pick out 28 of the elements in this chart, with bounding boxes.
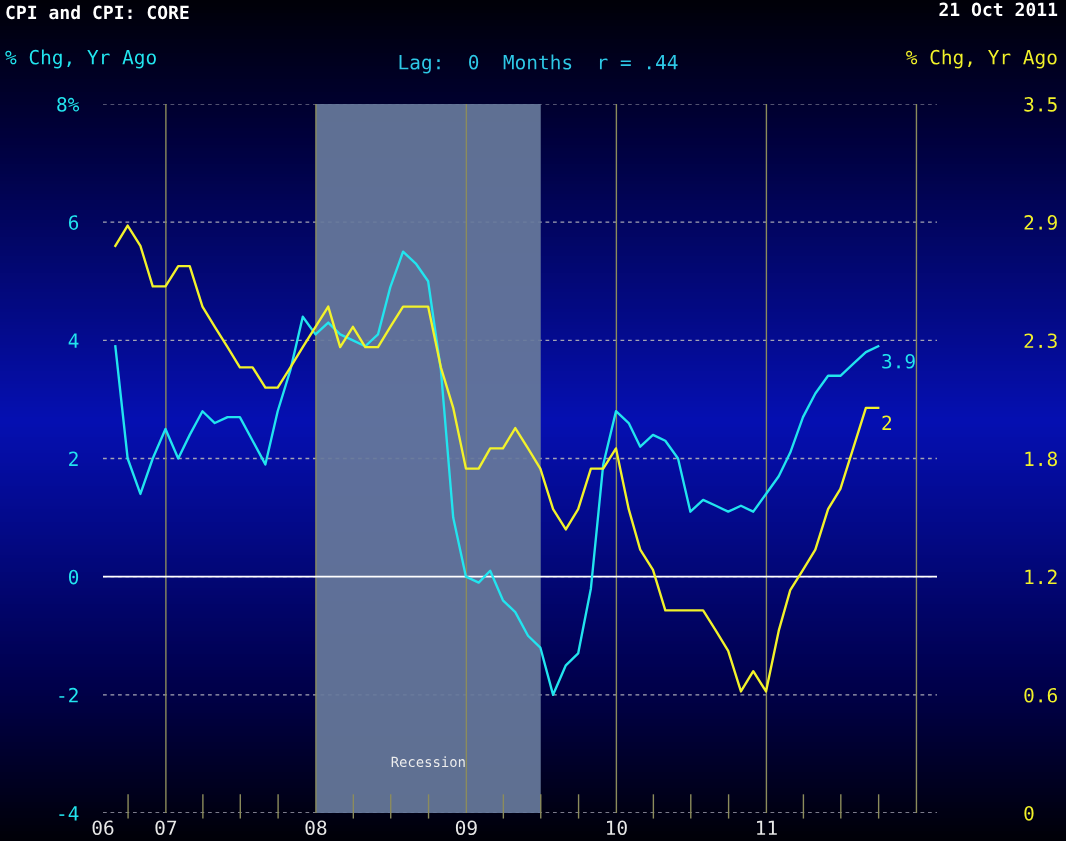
text: 21 Oct 2011 [939,2,1058,17]
y2-tick-label: 1.2 [1025,569,1057,585]
y-tick-label: 8% [57,97,80,112]
y2-axis-title: % Chg, Yr Ago [906,49,1057,69]
y2-tick-label: 2.3 [1024,333,1057,349]
y-tick-label: 6 [68,215,79,230]
y-axis-title: % Chg, Yr Ago [5,49,156,69]
chart-subtitle: Lag: 0 Months r = .44 [399,54,678,74]
band-label: Recession [391,756,465,768]
x-tick-label: 08 [305,820,327,836]
y2-tick-label: 1.8 [1025,451,1057,467]
y2-tick-label: 3.5 [1024,97,1057,112]
x-tick-label: 11 [757,820,777,835]
y-tick-label: 2 [69,451,78,466]
x-tick-label: 06 [92,820,114,836]
chart-title: CPI and CPI: CORE [6,5,189,20]
y-tick-label: 0 [68,569,79,585]
x-tick-label: 09 [455,820,477,836]
data-label: 2 [882,415,892,430]
x-tick-label: 10 [607,820,627,836]
y-tick-label: -4 [59,806,79,821]
y2-tick-label: 0 [1024,806,1034,821]
y-tick-label: -2 [59,687,78,703]
y2-tick-label: 2.9 [1024,215,1057,230]
y2-tick-label: 0.6 [1024,687,1057,703]
x-tick-label: 07 [155,820,177,836]
y-tick-label: 4 [68,333,79,348]
data-label: 3.9 [882,353,915,369]
